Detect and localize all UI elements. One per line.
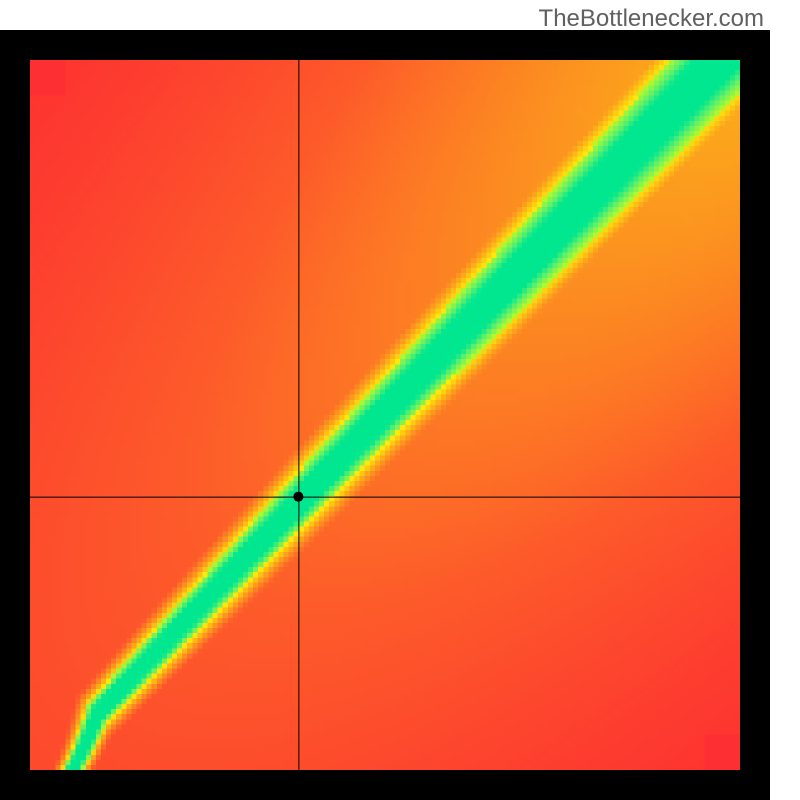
attribution-text: TheBottlenecker.com (539, 5, 764, 33)
crosshair-overlay (30, 60, 740, 770)
heatmap-area (30, 60, 740, 770)
